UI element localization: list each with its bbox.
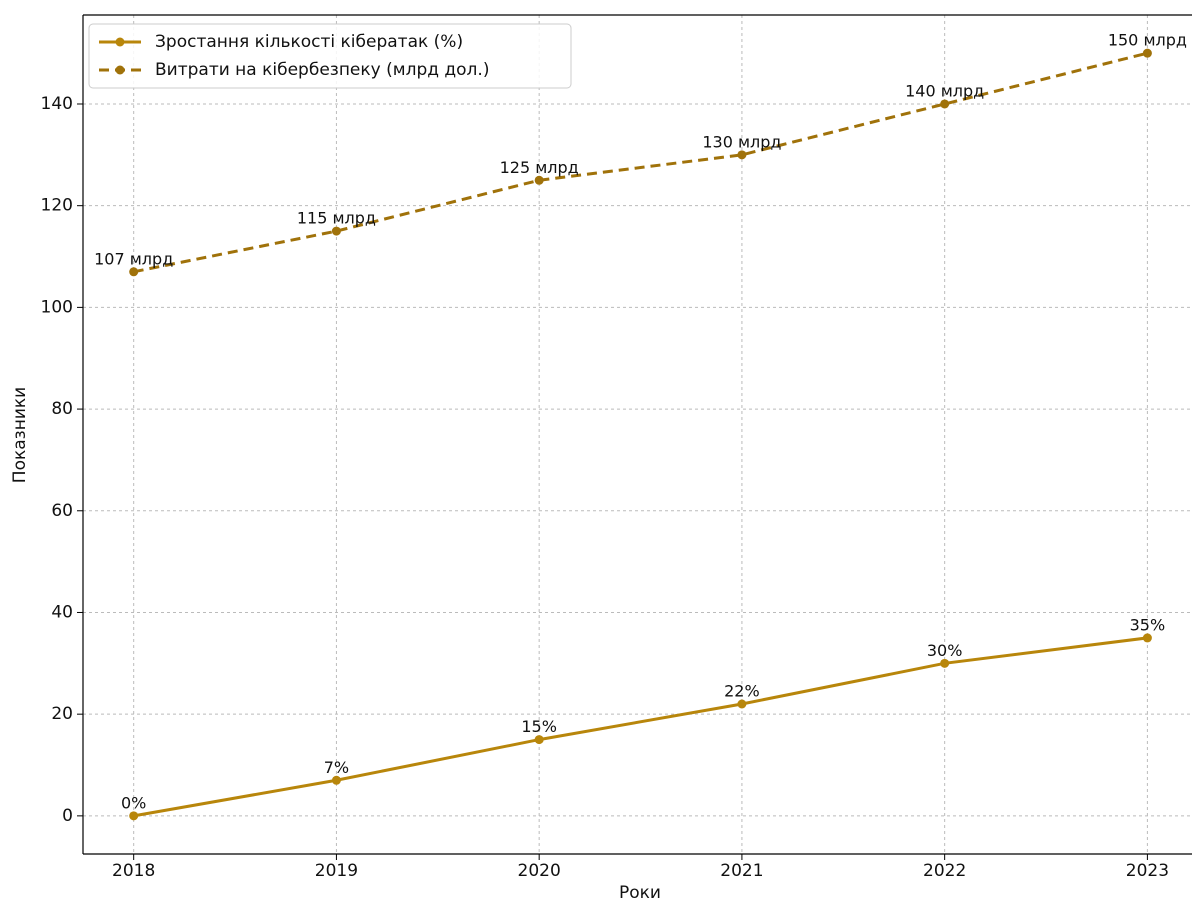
data-label: 30% (927, 641, 963, 660)
y-tick-label: 20 (51, 704, 73, 724)
data-label: 130 млрд (702, 132, 781, 151)
data-point (534, 175, 544, 185)
legend: Зростання кількості кібератак (%) Витрати… (88, 23, 572, 89)
x-tick-label: 2018 (112, 861, 155, 881)
legend-marker (115, 65, 125, 75)
x-tick-label: 2021 (720, 861, 763, 881)
data-label: 140 млрд (905, 81, 984, 100)
x-axis-label: Роки (619, 883, 661, 902)
y-tick-label: 80 (51, 399, 73, 419)
legend-label: Витрати на кібербезпеку (млрд дол.) (155, 60, 489, 80)
y-tick-label: 0 (62, 806, 73, 826)
data-point (1142, 633, 1152, 643)
data-point (331, 775, 341, 785)
data-label: 15% (521, 717, 557, 736)
data-label: 107 млрд (94, 249, 173, 268)
data-point (129, 267, 139, 277)
data-point (331, 226, 341, 236)
data-point (737, 699, 747, 709)
data-point (534, 735, 544, 745)
x-tick-label: 2020 (518, 861, 561, 881)
data-label: 150 млрд (1108, 31, 1187, 50)
data-point (940, 658, 950, 668)
x-tick-label: 2019 (315, 861, 358, 881)
legend-marker (115, 37, 125, 47)
y-tick-label: 100 (41, 297, 73, 317)
y-tick-label: 140 (41, 94, 73, 114)
data-point (737, 150, 747, 160)
x-tick-label: 2023 (1126, 861, 1169, 881)
y-axis-label: Показники (10, 387, 30, 483)
y-tick-label: 40 (51, 602, 73, 622)
data-label: 125 млрд (500, 158, 579, 177)
y-tick-label: 120 (41, 196, 73, 216)
data-label: 115 млрд (297, 209, 376, 228)
data-label: 7% (324, 758, 349, 777)
data-label: 35% (1130, 615, 1166, 634)
legend-label: Зростання кількості кібератак (%) (155, 32, 463, 52)
y-tick-label: 60 (51, 501, 73, 521)
data-point (129, 811, 139, 821)
data-label: 0% (121, 793, 146, 812)
series-line (133, 51, 1148, 274)
legend-box (88, 23, 572, 89)
series-line (133, 636, 1148, 818)
data-point (940, 99, 950, 109)
x-tick-label: 2022 (923, 861, 966, 881)
data-label: 22% (724, 681, 760, 700)
data-point (1142, 48, 1152, 58)
